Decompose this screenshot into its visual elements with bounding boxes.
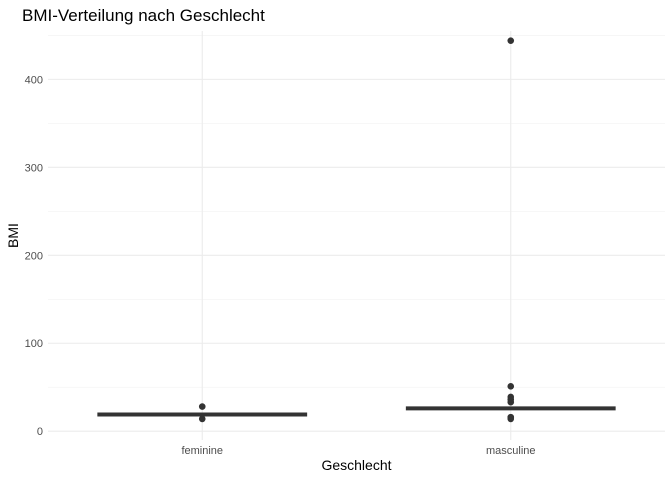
chart-title: BMI-Verteilung nach Geschlecht (22, 6, 265, 25)
y-tick-label: 400 (25, 74, 43, 86)
x-tick-label: feminine (181, 445, 223, 457)
y-tick-label: 100 (25, 338, 43, 350)
y-tick-label: 200 (25, 250, 43, 262)
x-axis-title: Geschlecht (321, 457, 391, 473)
y-axis-title: BMI (5, 223, 21, 248)
data-point (507, 37, 515, 44)
tick-labels: 0 100 200 300 400 feminine masculine (25, 74, 536, 457)
data-point (198, 403, 206, 410)
data-point (507, 383, 515, 390)
data-point (507, 415, 515, 423)
x-tick-label: masculine (486, 445, 536, 457)
plot-marks (97, 37, 616, 423)
data-point (198, 415, 206, 423)
y-tick-label: 300 (25, 162, 43, 174)
grid (48, 31, 665, 440)
data-point (507, 398, 515, 406)
y-tick-label: 0 (37, 426, 43, 438)
